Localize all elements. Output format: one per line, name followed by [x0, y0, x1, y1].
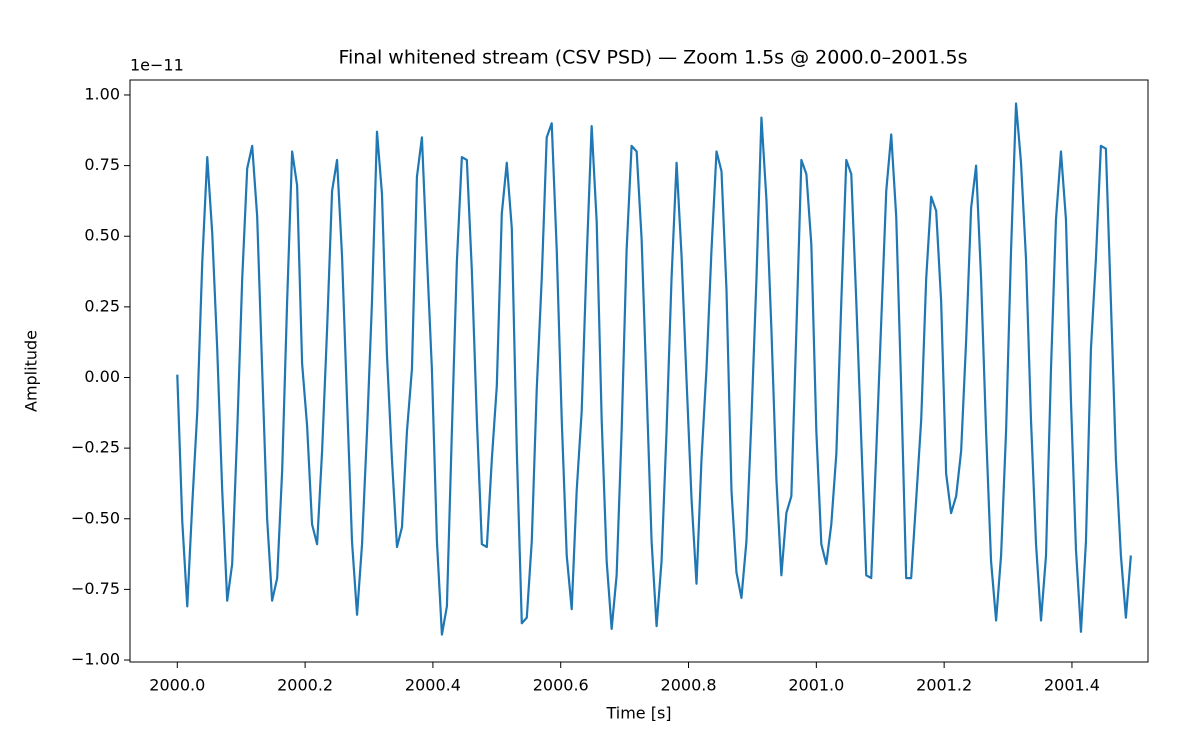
x-tick-label: 2000.0 — [149, 676, 205, 695]
y-axis-label: Amplitude — [22, 330, 41, 412]
x-axis-label: Time [s] — [605, 704, 671, 723]
offset-text: 1e−11 — [130, 56, 184, 75]
x-tick-label: 2000.8 — [661, 676, 717, 695]
y-tick-label: 1.00 — [84, 84, 120, 103]
y-tick-label: 0.50 — [84, 226, 120, 245]
y-tick-label: −0.75 — [71, 579, 120, 598]
x-tick-label: 2001.2 — [916, 676, 972, 695]
y-tick-label: −0.50 — [71, 508, 120, 527]
y-tick-label: 0.25 — [84, 296, 120, 315]
y-tick-label: −0.25 — [71, 438, 120, 457]
x-tick-label: 2001.0 — [788, 676, 844, 695]
data-line — [176, 102, 1132, 636]
plot-frame — [129, 79, 1149, 663]
x-tick-label: 2001.4 — [1044, 676, 1100, 695]
y-tick-label: 0.75 — [84, 155, 120, 174]
x-tick-label: 2000.6 — [533, 676, 589, 695]
x-tick-label: 2000.4 — [405, 676, 461, 695]
chart-title: Final whitened stream (CSV PSD) — Zoom 1… — [338, 47, 967, 69]
x-tick-label: 2000.2 — [277, 676, 333, 695]
y-tick-label: −1.00 — [71, 650, 120, 669]
y-tick-label: 0.00 — [84, 367, 120, 386]
